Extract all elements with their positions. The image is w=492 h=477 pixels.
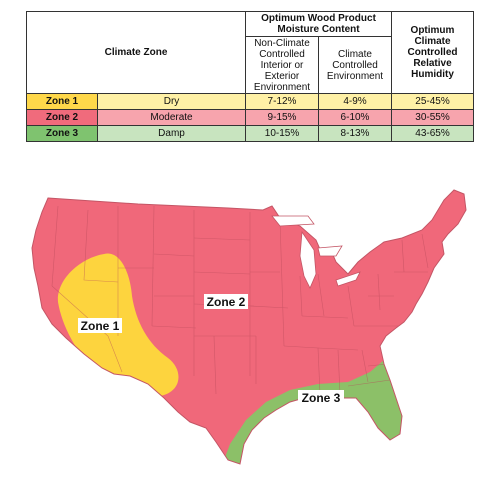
condition-cell: Moderate [97,109,246,126]
table-row-zone-3: Zone 3 Damp 10-15% 8-13% 43-65% [26,125,474,142]
condition-cell: Damp [97,125,246,142]
state-borders [51,205,429,395]
lake-michigan [299,230,317,289]
lake-huron [317,245,343,257]
non-climate-cell: 9-15% [245,109,319,126]
humidity-cell: 43-65% [391,125,474,142]
us-map-svg: Zone 1 Zone 2 Zone 3 [31,189,467,465]
zone-1-label: Zone 1 [78,318,122,333]
us-climate-map: Zone 1 Zone 2 Zone 3 [18,176,482,471]
non-climate-cell: 7-12% [245,93,319,110]
lake-superior [271,215,315,227]
lake-erie [335,271,361,287]
non-climate-header: Non-Climate Controlled Interior or Exter… [245,36,319,94]
zone-2-label-box [204,294,248,309]
zone-2-label: Zone 2 [204,294,248,309]
table-subheader-row: Non-Climate Controlled Interior or Exter… [27,36,474,94]
us-outline [31,189,467,465]
climate-controlled-cell: 4-9% [318,93,392,110]
climate-controlled-cell: 8-13% [318,125,392,142]
table-row-zone-2: Zone 2 Moderate 9-15% 6-10% 30-55% [26,109,474,126]
non-climate-cell: 10-15% [245,125,319,142]
zone-3-label: Zone 3 [298,390,344,405]
zone-3-label-box [298,390,344,405]
climate-controlled-cell: 6-10% [318,109,392,126]
table-header-row: Climate Zone Optimum Wood Product Moistu… [26,11,474,94]
zone-3-label-text: Zone 3 [302,391,341,405]
zone-1-label-text: Zone 1 [81,319,120,333]
humidity-cell: 30-55% [391,109,474,126]
condition-cell: Dry [97,93,246,110]
zone-cell: Zone 1 [26,93,98,110]
zone-cell: Zone 3 [26,125,98,142]
humidity-header: Optimum Climate Controlled Relative Humi… [391,11,474,94]
zone-2-label-text: Zone 2 [207,295,246,309]
table-row-zone-1: Zone 1 Dry 7-12% 4-9% 25-45% [26,93,474,110]
humidity-cell: 25-45% [391,93,474,110]
zone-1-label-box [78,318,122,333]
climate-zone-header: Climate Zone [26,11,246,94]
moisture-content-header: Optimum Wood Product Moisture Content [245,11,392,37]
zone-cell: Zone 2 [26,109,98,126]
climate-controlled-header: Climate Controlled Environment [318,36,392,94]
moisture-table: Climate Zone Optimum Wood Product Moistu… [26,11,474,142]
